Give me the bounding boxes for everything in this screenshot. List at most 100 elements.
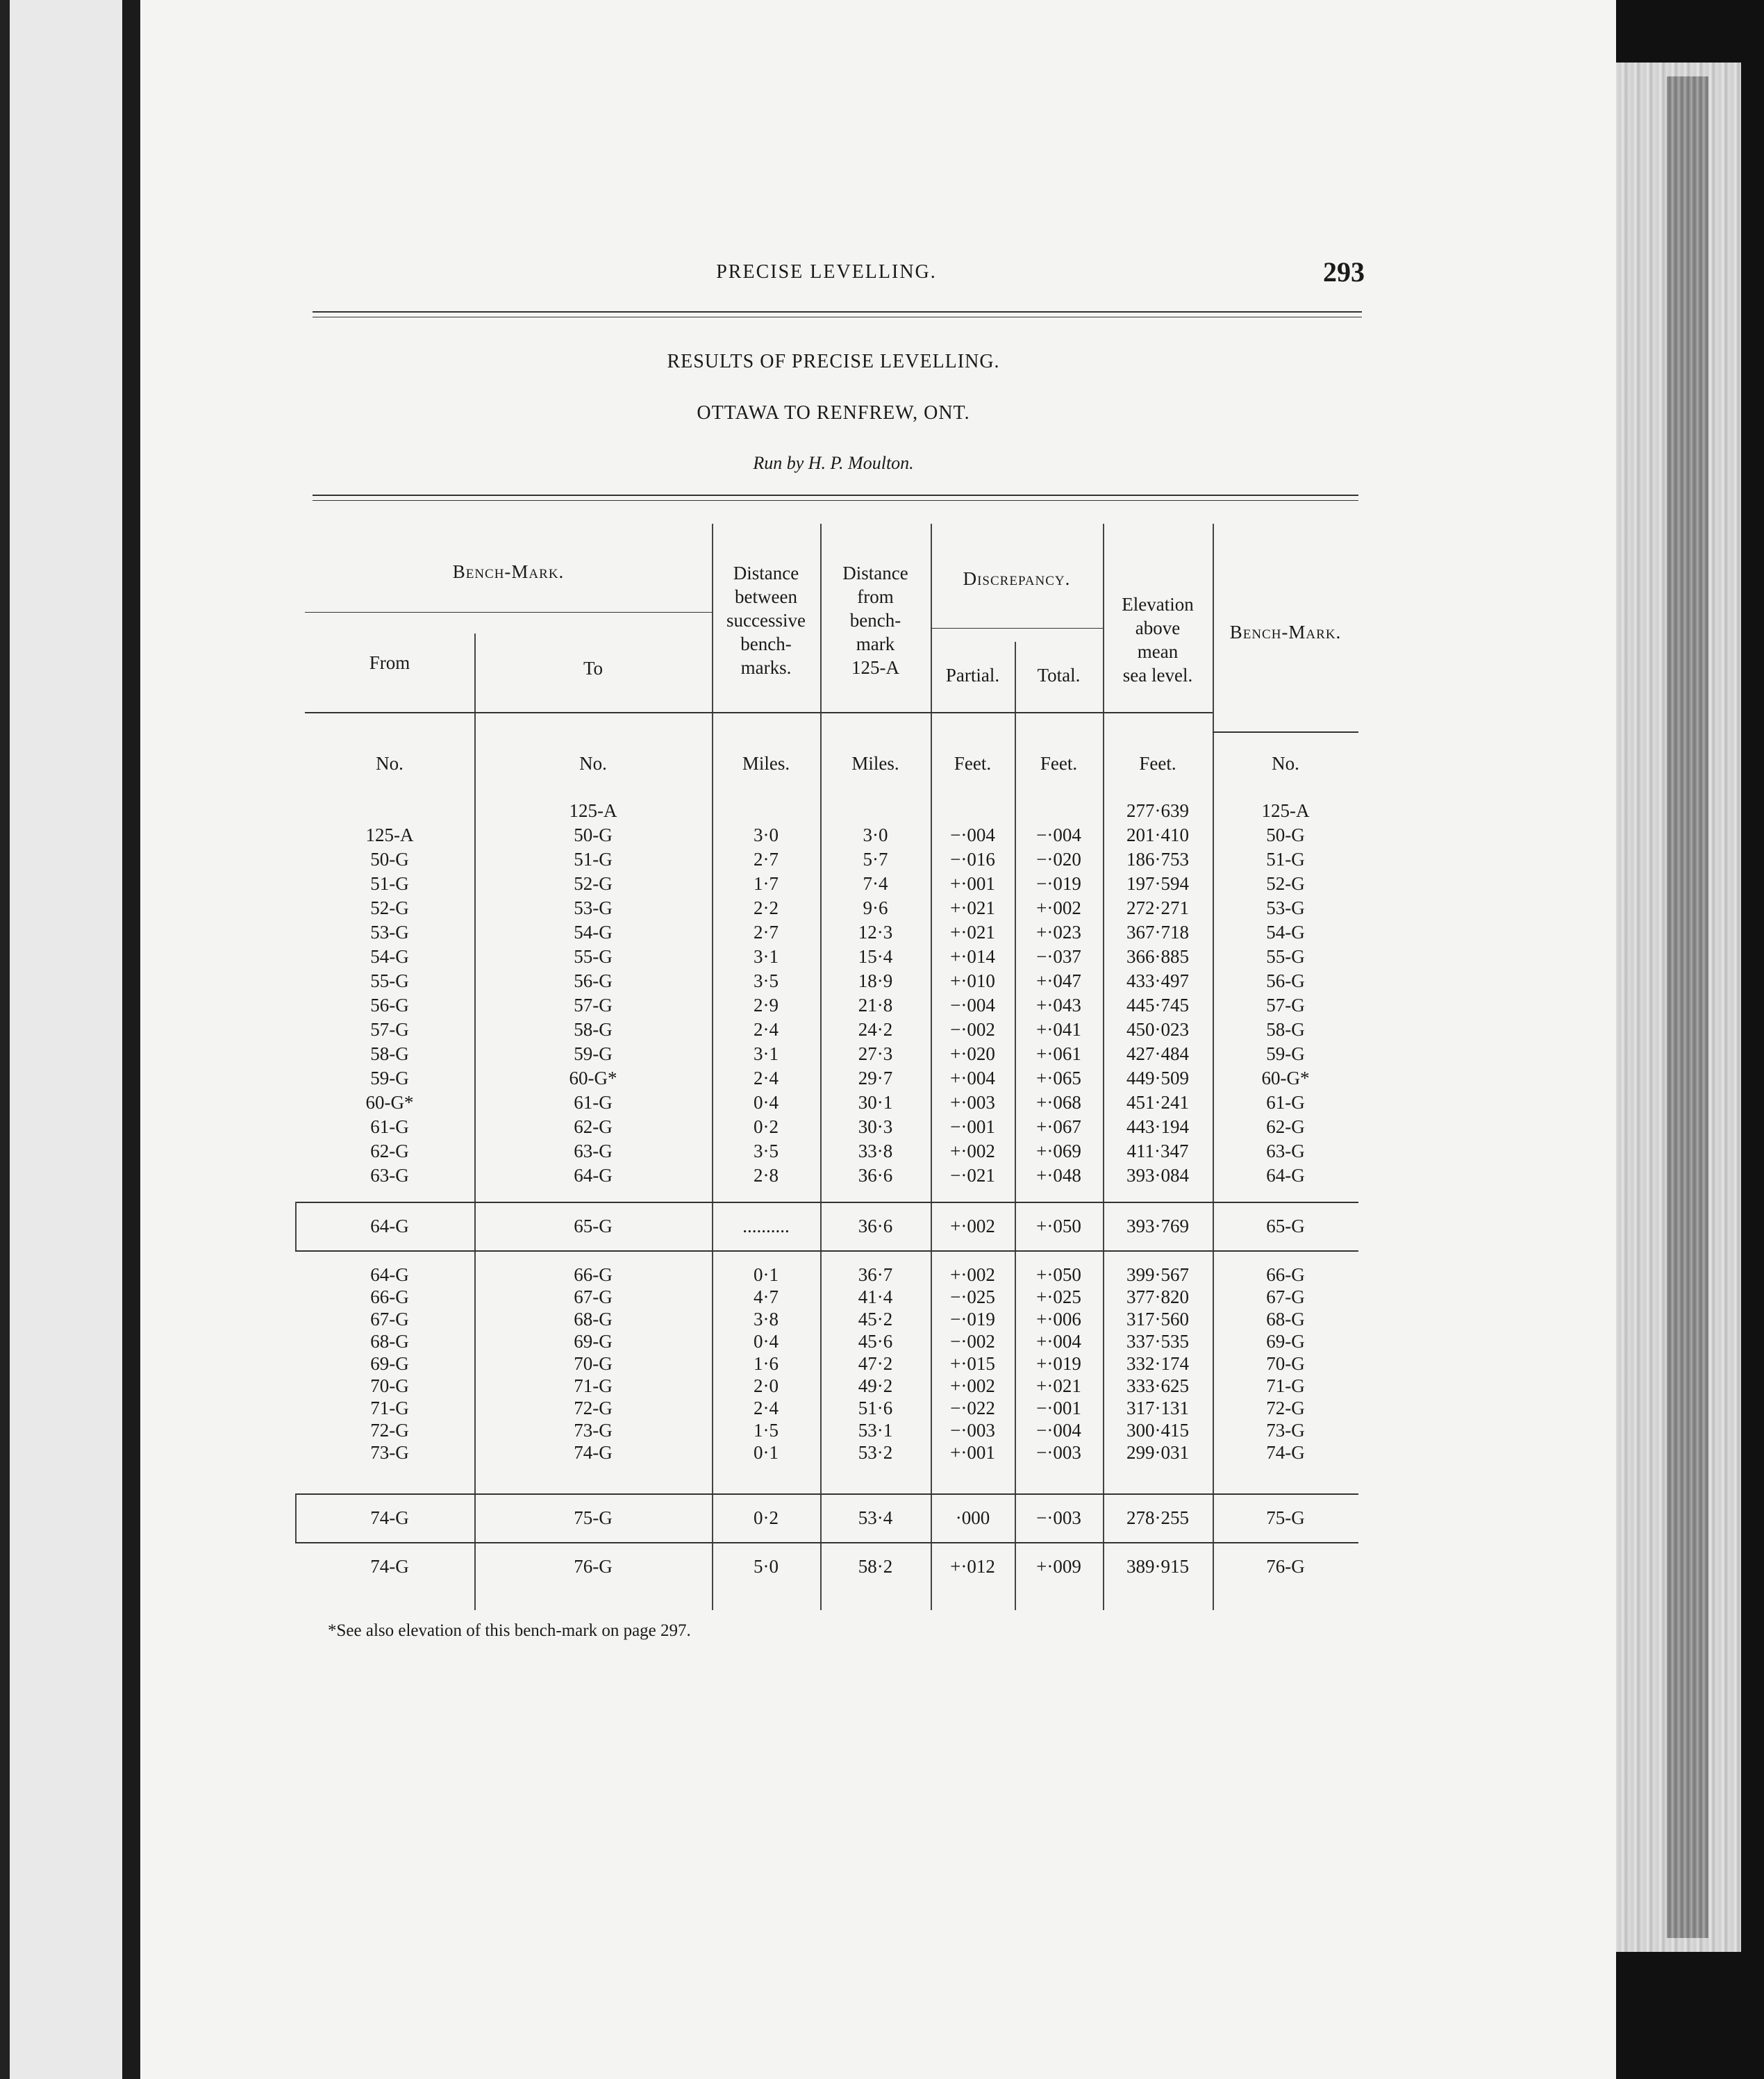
cell-distance-from: 36·7: [858, 1264, 893, 1285]
cell-elevation: 278·255: [1126, 1507, 1189, 1528]
scan-border: [0, 0, 10, 2079]
page-number: 293: [1323, 256, 1365, 288]
cell-total: +·021: [1036, 1375, 1081, 1396]
cell-total: +·009: [1036, 1556, 1081, 1577]
table-row: 57-G 58-G 2·4 24·2 −·002 +·041 450·023 58-G: [305, 1018, 1358, 1042]
cell-distance-between: 0·1: [754, 1442, 779, 1463]
cell-to: 62-G: [574, 1116, 613, 1137]
cell-bench-mark: 73-G: [1266, 1420, 1305, 1441]
cell-bench-mark: 70-G: [1266, 1353, 1305, 1374]
table-row: 125-A 50-G 3·0 3·0 −·004 −·004 201·410 50-G: [305, 823, 1358, 847]
cell-distance-between: 2·0: [754, 1375, 779, 1396]
cell-total: +·023: [1036, 922, 1081, 943]
column-divider: [1213, 524, 1214, 1610]
cell-distance-from: 53·4: [858, 1507, 893, 1528]
cell-distance-from: 3·0: [863, 825, 888, 845]
cell-from: 60-G*: [365, 1092, 414, 1113]
cell-bench-mark: 57-G: [1266, 995, 1305, 1016]
cell-bench-mark: 51-G: [1266, 849, 1305, 870]
cell-to: 71-G: [574, 1375, 613, 1396]
cell-partial: +·002: [950, 1375, 995, 1396]
header-bottom-rule: [305, 712, 1213, 713]
cell-bench-mark: 65-G: [1266, 1216, 1305, 1236]
cell-from: 69-G: [370, 1353, 409, 1374]
table-row: 52-G 53-G 2·2 9·6 +·021 +·002 272·271 53-G: [305, 896, 1358, 920]
cell-distance-from: 29·7: [858, 1068, 893, 1088]
cell-to: 73-G: [574, 1420, 613, 1441]
cell-distance-between: 2·2: [754, 897, 779, 918]
cell-distance-from: 21·8: [858, 995, 893, 1016]
cell-distance-between: 1·6: [754, 1353, 779, 1374]
cell-bench-mark: 61-G: [1266, 1092, 1305, 1113]
cell-elevation: 300·415: [1126, 1420, 1189, 1441]
cell-distance-from: 30·1: [858, 1092, 893, 1113]
cell-partial: +·012: [950, 1556, 995, 1577]
table-row: 69-G 70-G 1·6 47·2 +·015 +·019 332·174 70-G: [305, 1352, 1358, 1376]
table-row: 70-G 71-G 2·0 49·2 +·002 +·021 333·625 71-G: [305, 1374, 1358, 1398]
cell-from: 125-A: [365, 825, 414, 845]
cell-partial: −·022: [950, 1398, 995, 1418]
cell-bench-mark: 72-G: [1266, 1398, 1305, 1418]
cell-elevation: 445·745: [1126, 995, 1189, 1016]
header-line: above: [1135, 618, 1181, 638]
cell-distance-between: 2·4: [754, 1398, 779, 1418]
boxed-row: 64-G 65-G.......... 36·6 +·002 +·050 393·769 6…: [305, 1214, 1358, 1239]
cell-distance-from: 9·6: [863, 897, 888, 918]
header-line: Distance: [842, 563, 908, 583]
cell-partial: −·002: [950, 1019, 995, 1040]
units-row: No. No. Miles. Miles. Feet. Feet. Feet. No.: [305, 752, 1358, 776]
cell-from: 52-G: [370, 897, 409, 918]
cell-total: +·019: [1036, 1353, 1081, 1374]
cell-bench-mark: 67-G: [1266, 1286, 1305, 1307]
cell-elevation: 272·271: [1126, 897, 1189, 918]
cell-bench-mark: 52-G: [1266, 873, 1305, 894]
cell-partial: −·004: [950, 995, 995, 1016]
row-rule: [295, 1202, 1358, 1203]
cell-partial: +·002: [950, 1216, 995, 1236]
header-line: marks.: [740, 657, 792, 678]
cell-distance-from: 33·8: [858, 1141, 893, 1161]
cell-distance-between: Miles.: [742, 753, 790, 774]
cell-distance-between: 0·4: [754, 1331, 779, 1352]
cell-distance-between: 1·7: [754, 873, 779, 894]
cell-to: 64-G: [574, 1165, 613, 1186]
cell-from: 56-G: [370, 995, 409, 1016]
header-bench-mark-right: Bench-Mark.: [1229, 622, 1342, 643]
cell-to: 70-G: [574, 1353, 613, 1374]
cell-from: 72-G: [370, 1420, 409, 1441]
cell-to: 54-G: [574, 922, 613, 943]
cell-elevation: Feet.: [1139, 753, 1176, 774]
cell-total: +·067: [1036, 1116, 1081, 1137]
cell-partial: +·003: [950, 1092, 995, 1113]
cell-elevation: 451·241: [1126, 1092, 1189, 1113]
cell-bench-mark: 64-G: [1266, 1165, 1305, 1186]
cell-distance-from: 15·4: [858, 946, 893, 967]
cell-to: 76-G: [574, 1556, 613, 1577]
cell-distance-between: 4·7: [754, 1286, 779, 1307]
cell-bench-mark: 50-G: [1266, 825, 1305, 845]
header-line: 125-A: [851, 657, 899, 678]
cell-partial: +·015: [950, 1353, 995, 1374]
cell-to: 51-G: [574, 849, 613, 870]
cell-from: 51-G: [370, 873, 409, 894]
header-line: Elevation: [1122, 594, 1194, 615]
table-row: 125-A 277·639 125-A: [305, 799, 1358, 823]
column-divider: [474, 633, 476, 1610]
table-row: 51-G 52-G 1·7 7·4 +·001 −·019 197·594 52-G: [305, 872, 1358, 896]
cell-partial: −·019: [950, 1309, 995, 1330]
cell-distance-between: 3·1: [754, 946, 779, 967]
table-row: 55-G 56-G 3·5 18·9 +·010 +·047 433·497 56-G: [305, 969, 1358, 993]
page-edges-shadow: [1667, 76, 1708, 1938]
header-line: bench-: [740, 633, 792, 654]
header-to: To: [583, 658, 604, 679]
cell-distance-from: 53·2: [858, 1442, 893, 1463]
cell-total: −·037: [1036, 946, 1081, 967]
cell-distance-from: 45·2: [858, 1309, 893, 1330]
cell-elevation: 299·031: [1126, 1442, 1189, 1463]
cell-partial: −·004: [950, 825, 995, 845]
cell-bench-mark: 62-G: [1266, 1116, 1305, 1137]
cell-elevation: 449·509: [1126, 1068, 1189, 1088]
cell-distance-from: 36·6: [858, 1216, 893, 1236]
cell-from: 53-G: [370, 922, 409, 943]
cell-from: 74-G: [370, 1556, 409, 1577]
